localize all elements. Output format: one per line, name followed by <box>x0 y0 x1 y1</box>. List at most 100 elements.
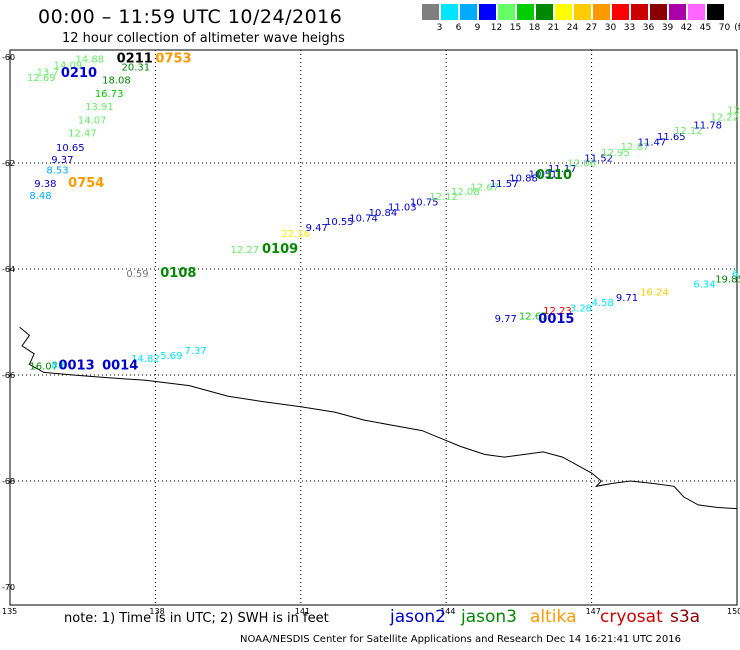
wave-height-value: 5.69 <box>160 351 182 362</box>
wave-height-value: 12.27 <box>231 245 260 256</box>
legend-swatch <box>536 4 553 20</box>
legend-swatch <box>460 4 477 20</box>
credit-line: NOAA/NESDIS Center for Satellite Applica… <box>240 634 682 645</box>
wave-height-value: 0.59 <box>126 269 148 280</box>
wave-height-value: 16.73 <box>95 89 124 100</box>
wave-height-value: 16.24 <box>640 288 669 299</box>
pass-time-label: 0015 <box>538 312 574 327</box>
footer-note: note: 1) Time is in UTC; 2) SWH is in fe… <box>64 611 329 626</box>
satellite-name: cryosat <box>600 607 663 627</box>
wave-height-value: 12.12 <box>429 192 458 203</box>
wave-height-value: 16.07 <box>29 362 58 373</box>
lat-tick-label: -66 <box>2 371 15 380</box>
legend-tick-label: 45 <box>699 23 712 33</box>
wave-height-value: 9.37 <box>51 155 73 166</box>
legend-tick-label: 33 <box>623 23 636 33</box>
legend-swatch <box>517 4 534 20</box>
legend-swatch <box>479 4 496 20</box>
wave-height-value: 3.28 <box>570 303 592 314</box>
legend-tick-label: 21 <box>547 23 560 33</box>
legend-tick-label: 24 <box>566 23 579 33</box>
lon-tick-label: 144 <box>440 607 455 616</box>
pass-time-label: 0753 <box>155 51 191 66</box>
pass-time-label: 0211 <box>117 51 153 66</box>
wave-height-value: 12.47 <box>68 129 97 140</box>
legend-tick-label: 15 <box>509 23 522 33</box>
wave-height-value: 13.7 <box>37 68 59 79</box>
legend-swatch <box>612 4 629 20</box>
satellite-name: s3a <box>670 607 701 627</box>
pass-time-label: 0013 <box>58 359 94 374</box>
wave-height-value: 12.87 <box>621 142 650 153</box>
wave-height-value: 20.31 <box>121 62 150 73</box>
legend-swatch <box>593 4 610 20</box>
wave-height-value: 12.55 <box>727 106 740 117</box>
wave-height-value: 12.69 <box>27 73 56 84</box>
legend-swatch <box>669 4 686 20</box>
lat-tick-label: -62 <box>2 159 15 168</box>
legend-swatch <box>574 4 591 20</box>
lat-tick-label: -64 <box>2 265 15 274</box>
pass-time-label: 0754 <box>68 176 104 191</box>
wave-height-value: 13.91 <box>85 102 114 113</box>
wave-height-value: 10.55 <box>325 217 354 228</box>
lat-tick-label: -68 <box>2 477 15 486</box>
lat-lon-grid <box>10 50 737 605</box>
wave-height-value: 22.16 <box>281 229 310 240</box>
wave-height-value: 18.08 <box>102 76 131 87</box>
wave-height-value: 12.06 <box>567 159 596 170</box>
legend-tick-label: 39 <box>661 23 674 33</box>
wave-height-value: 11.47 <box>638 138 667 149</box>
wave-height-value: 10.75 <box>410 197 439 208</box>
wave-height-value: 8.6 <box>51 361 67 372</box>
pass-time-label: 0014 <box>102 359 138 374</box>
wave-height-value: 12.12 <box>674 126 703 137</box>
legend-tick-label: 9 <box>474 23 481 33</box>
wave-height-value: 19.85 <box>715 274 740 285</box>
pass-time-label: 0108 <box>160 266 196 281</box>
legend-tick-label: 30 <box>604 23 617 33</box>
wave-height-value: 14.09 <box>54 61 83 72</box>
wave-height-value: 11.65 <box>657 132 686 143</box>
wave-height-value: 12.22 <box>710 113 739 124</box>
wave-height-value: 8.48 <box>29 191 51 202</box>
lat-tick-label: -70 <box>2 583 15 592</box>
lat-tick-label: -60 <box>2 53 15 62</box>
map-subtitle: 12 hour collection of altimeter wave hei… <box>62 31 345 46</box>
legend-tick-label: 36 <box>642 23 655 33</box>
wave-height-value: 12.95 <box>601 148 630 159</box>
wave-height-value: 14.82 <box>131 354 160 365</box>
legend-tick-label: 70 <box>718 23 731 33</box>
wave-height-value: 11.03 <box>388 203 417 214</box>
satellite-name: jason2 <box>390 607 446 627</box>
wave-height-value: 10.84 <box>369 208 398 219</box>
lon-tick-label: 135 <box>2 607 17 616</box>
wave-height-value: 14.88 <box>75 54 104 65</box>
wave-height-value: 12.67 <box>519 311 548 322</box>
wave-height-value: 9.71 <box>616 293 638 304</box>
pass-time-labels: 0210 0211 0753 0754 0108 0109 0110 0015 0013 0014 <box>58 51 574 373</box>
wave-height-value: 11.78 <box>693 121 722 132</box>
wave-height-value: 11.52 <box>584 153 613 164</box>
legend-swatch <box>650 4 667 20</box>
legend-tick-label: 42 <box>680 23 693 33</box>
legend-tick-label: 12 <box>490 23 503 33</box>
wave-height-value: 10.65 <box>56 143 85 154</box>
lon-tick-label: 147 <box>586 607 601 616</box>
lon-tick-label: 150 <box>727 607 740 616</box>
axis-labels: 135 138 141 144 147 150 -60 -62 -64 -66 -68 -70 <box>2 53 740 616</box>
wave-height-value: 12.08 <box>451 187 480 198</box>
legend-swatch <box>555 4 572 20</box>
satellite-name: altika <box>530 607 577 627</box>
map-frame <box>9 49 738 606</box>
map-title: 00:00 – 11:59 UTC 10/24/2016 <box>38 6 343 28</box>
wave-height-value: 9.77 <box>495 314 517 325</box>
wave-height-value: 10.88 <box>509 174 538 185</box>
legend-swatch <box>441 4 458 20</box>
pass-time-label: 0210 <box>61 66 97 81</box>
wave-height-value: 6.25 <box>732 269 740 280</box>
satellite-name: jason3 <box>461 607 517 627</box>
